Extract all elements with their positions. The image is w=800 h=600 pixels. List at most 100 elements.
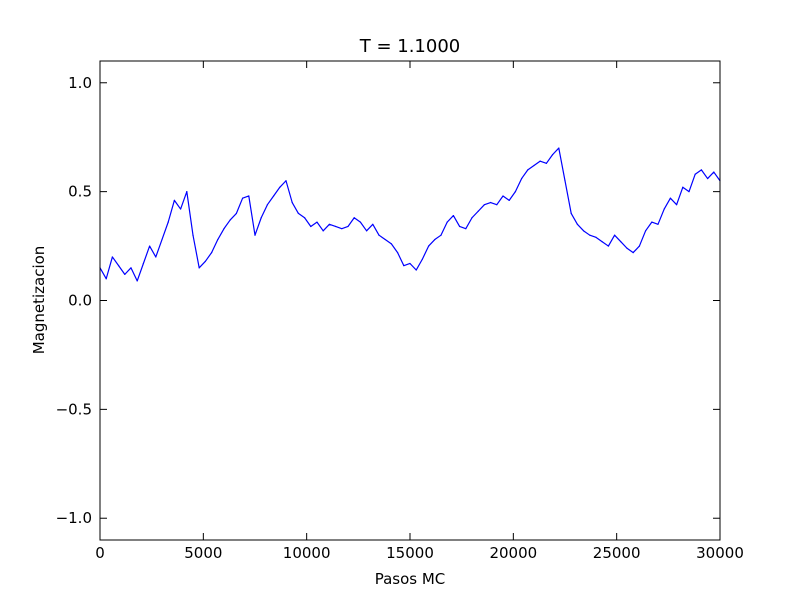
data-point <box>707 177 709 180</box>
data-point <box>149 245 151 247</box>
data-point <box>508 199 510 201</box>
data-point <box>105 278 107 280</box>
data-point <box>440 234 442 236</box>
axes: 0 5000 10000 15000 20000 25000 30000 −1.0 −0.5 0.… <box>56 60 744 562</box>
data-point <box>583 230 585 232</box>
x-tick-label: 20000 <box>489 544 537 562</box>
x-axis-label: Pasos MC <box>375 570 446 588</box>
data-point <box>285 180 287 182</box>
data-point <box>266 204 268 206</box>
data-point <box>229 219 231 221</box>
data-point <box>682 186 684 188</box>
data-point <box>626 247 628 249</box>
data-point <box>614 234 616 236</box>
data-point <box>273 195 275 197</box>
data-point <box>353 217 355 219</box>
data-point <box>167 221 169 223</box>
data-point <box>713 171 715 173</box>
data-point <box>130 267 132 269</box>
data-point <box>452 214 454 217</box>
data-point <box>335 225 337 228</box>
data-point <box>359 221 361 223</box>
data-point <box>372 223 374 225</box>
data-point <box>490 201 492 204</box>
data-point <box>173 199 175 201</box>
x-tick-label: 25000 <box>593 544 641 562</box>
y-tick-label: −1.0 <box>56 509 92 527</box>
data-point <box>192 234 194 236</box>
data-point <box>248 195 250 197</box>
data-point <box>533 164 535 167</box>
data-point <box>415 269 417 271</box>
data-point <box>570 212 572 215</box>
data-point <box>632 252 634 254</box>
data-point <box>142 262 144 265</box>
data-point <box>688 191 690 193</box>
data-point <box>669 197 672 199</box>
x-tick-label: 0 <box>95 544 105 562</box>
data-point <box>161 238 163 241</box>
data-point <box>558 147 560 149</box>
data-point <box>539 160 541 162</box>
data-point <box>651 221 653 223</box>
data-point <box>421 258 423 260</box>
data-point <box>564 180 566 182</box>
data-point <box>180 208 182 210</box>
data-point <box>254 234 256 236</box>
x-tick-label: 15000 <box>386 544 434 562</box>
data-point <box>477 210 479 212</box>
data-point <box>378 234 380 236</box>
data-point <box>310 225 312 228</box>
data-point <box>186 191 188 193</box>
data-point <box>576 223 579 225</box>
data-point <box>552 154 554 156</box>
data-point <box>527 169 529 171</box>
data-point <box>700 169 703 171</box>
data-point <box>428 245 430 247</box>
data-point <box>260 217 262 219</box>
data-point <box>291 201 293 204</box>
data-point <box>465 228 467 230</box>
data-point <box>279 186 281 188</box>
x-tick-label: 5000 <box>184 544 222 562</box>
data-point <box>409 262 411 265</box>
data-point <box>242 197 244 199</box>
data-point <box>384 238 386 241</box>
data-point <box>211 252 213 254</box>
data-point <box>322 230 324 232</box>
data-point <box>483 204 485 206</box>
data-point <box>297 212 299 215</box>
data-point <box>471 217 473 219</box>
data-point <box>341 228 343 230</box>
x-tick-label: 30000 <box>696 544 744 562</box>
data-point <box>589 234 591 236</box>
data-point <box>459 225 461 228</box>
data-point <box>366 230 368 232</box>
plot-area <box>99 147 721 282</box>
data-point <box>198 267 200 269</box>
data-point <box>638 245 641 247</box>
data-point <box>434 238 436 241</box>
data-point <box>347 225 349 228</box>
data-point <box>514 191 517 193</box>
data-point <box>521 177 523 180</box>
data-point <box>595 236 597 238</box>
data-point <box>155 256 157 258</box>
data-point <box>204 260 206 262</box>
data-point <box>657 223 659 225</box>
chart-title: T = 1.1000 <box>359 36 461 57</box>
data-point <box>663 208 665 210</box>
data-point <box>217 238 219 241</box>
data-point <box>601 241 603 243</box>
data-point <box>607 245 610 247</box>
data-point <box>223 228 225 230</box>
data-point <box>403 265 405 267</box>
data-point <box>235 212 237 215</box>
data-point <box>694 173 696 175</box>
data-point <box>118 265 120 267</box>
data-point <box>446 221 448 223</box>
data-point <box>316 221 318 223</box>
y-tick-label: −0.5 <box>56 400 92 418</box>
